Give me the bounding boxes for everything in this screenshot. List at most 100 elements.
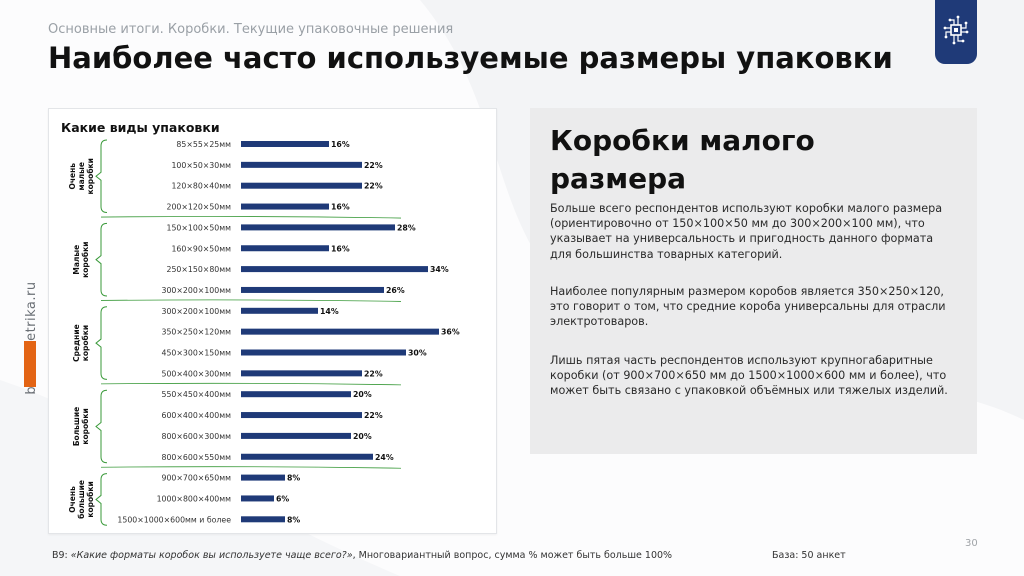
group-separator — [100, 299, 402, 302]
category-label: 800×600×550мм — [162, 453, 232, 462]
group-label: Средниекоробки — [72, 324, 90, 362]
category-label: 450×300×150мм — [162, 349, 232, 358]
question-suffix: , Многовариантный вопрос, сумма % может … — [352, 550, 673, 561]
bar — [241, 328, 439, 335]
question-footnote: В9: «Какие форматы коробок вы использует… — [52, 550, 672, 561]
group-label-line: коробки — [81, 325, 90, 361]
page-title: Наиболее часто используемые размеры упак… — [48, 41, 893, 75]
value-label: 34% — [430, 265, 449, 274]
bar — [241, 432, 351, 439]
group-label-line: малые — [77, 162, 86, 191]
category-label: 800×600×300мм — [162, 432, 232, 441]
brand-accent-bar — [24, 341, 36, 387]
group-label: Малыекоробки — [72, 241, 90, 277]
value-label: 28% — [397, 223, 416, 232]
breadcrumb: Основные итоги. Коробки. Текущие упаково… — [48, 22, 454, 37]
category-label: 120×80×40мм — [171, 182, 231, 191]
logo — [935, 0, 977, 64]
category-label: 160×90×50мм — [171, 244, 231, 253]
group-label-line: коробки — [81, 408, 90, 444]
group-label-line: Средние — [72, 324, 81, 362]
category-label: 250×150×80мм — [166, 265, 231, 274]
group-label-line: Малые — [72, 245, 81, 275]
bar — [241, 412, 362, 419]
group-bracket — [95, 389, 108, 464]
category-label: 300×200×100мм — [162, 307, 232, 316]
value-label: 24% — [375, 453, 394, 462]
info-title: Коробки малого размера — [550, 124, 815, 195]
info-paragraph-1: Больше всего респондентов используют кор… — [550, 202, 943, 261]
group-separator — [100, 466, 402, 469]
category-label: 900×700×650мм — [162, 474, 232, 483]
group-bracket — [95, 139, 108, 214]
category-label: 350×250×120мм — [162, 328, 232, 337]
value-label: 30% — [408, 349, 427, 358]
question-prefix: В9: — [52, 550, 71, 561]
bar — [241, 266, 428, 273]
bar — [241, 141, 329, 147]
group-label: Оченьбольшиекоробки — [68, 480, 95, 519]
category-label: 550×450×400мм — [162, 390, 232, 399]
group-label-line: коробки — [86, 481, 95, 517]
value-label: 8% — [287, 515, 300, 524]
group-label: Оченьмалыекоробки — [68, 158, 95, 194]
group-bracket — [95, 473, 108, 526]
group-separator — [100, 216, 402, 219]
value-label: 16% — [331, 203, 350, 212]
info-paragraph-3: Лишь пятая часть респондентов используют… — [550, 354, 948, 398]
value-label: 20% — [353, 432, 372, 441]
bar — [241, 453, 373, 460]
chart-card: Какие виды упаковки 85×55×25мм 16% 100×50×3… — [48, 108, 497, 534]
bar — [241, 161, 362, 168]
category-label: 600×400×400мм — [162, 411, 232, 420]
info-card: Коробки малого размера Больше всего респ… — [530, 108, 977, 454]
group-label-line: Большие — [72, 407, 81, 446]
category-label: 1500×1000×600мм и более — [117, 515, 231, 524]
category-label: 300×200×100мм — [162, 286, 232, 295]
bar — [241, 286, 384, 293]
category-label: 100×50×30мм — [171, 161, 231, 170]
chart-title: Какие виды упаковки — [61, 120, 220, 135]
bar — [241, 474, 285, 481]
bar — [241, 307, 318, 314]
group-label: Большиекоробки — [72, 407, 90, 446]
value-label: 16% — [331, 140, 350, 149]
bar-chart: Какие виды упаковки 85×55×25мм 16% 100×50×3… — [61, 120, 460, 526]
circuit-chip-icon — [943, 15, 969, 45]
group-separator — [100, 382, 402, 386]
base-note: База: 50 анкет — [772, 550, 846, 561]
bar — [241, 245, 329, 252]
value-label: 36% — [441, 328, 460, 337]
group-label-line: коробки — [81, 241, 90, 277]
group-bracket — [95, 222, 108, 297]
bar — [241, 203, 329, 210]
value-label: 6% — [276, 494, 289, 503]
question-text: «Какие форматы коробок вы используете ча… — [70, 550, 353, 561]
value-label: 22% — [364, 161, 383, 170]
category-label: 1000×800×400мм — [157, 494, 232, 503]
category-label: 150×100×50мм — [166, 223, 231, 232]
bar — [241, 370, 362, 377]
group-label-line: Очень — [68, 163, 77, 190]
bar — [241, 391, 351, 398]
info-paragraph-2: Наиболее популярным размером коробов явл… — [550, 285, 946, 329]
category-label: 85×55×25мм — [176, 140, 231, 149]
page-number: 30 — [965, 538, 978, 549]
bar — [241, 224, 395, 231]
value-label: 22% — [364, 369, 383, 378]
value-label: 22% — [364, 411, 383, 420]
value-label: 8% — [287, 474, 300, 483]
bar — [241, 349, 406, 356]
category-label: 500×400×300мм — [162, 369, 232, 378]
value-label: 22% — [364, 182, 383, 191]
bar — [241, 516, 285, 523]
value-label: 20% — [353, 390, 372, 399]
bar — [241, 182, 362, 189]
group-bracket — [95, 306, 108, 380]
group-label-line: большие — [77, 480, 86, 519]
category-label: 200×120×50мм — [166, 203, 231, 212]
group-label-line: коробки — [86, 158, 95, 194]
value-label: 14% — [320, 307, 339, 316]
group-label-line: Очень — [68, 486, 77, 513]
bar — [241, 495, 274, 502]
